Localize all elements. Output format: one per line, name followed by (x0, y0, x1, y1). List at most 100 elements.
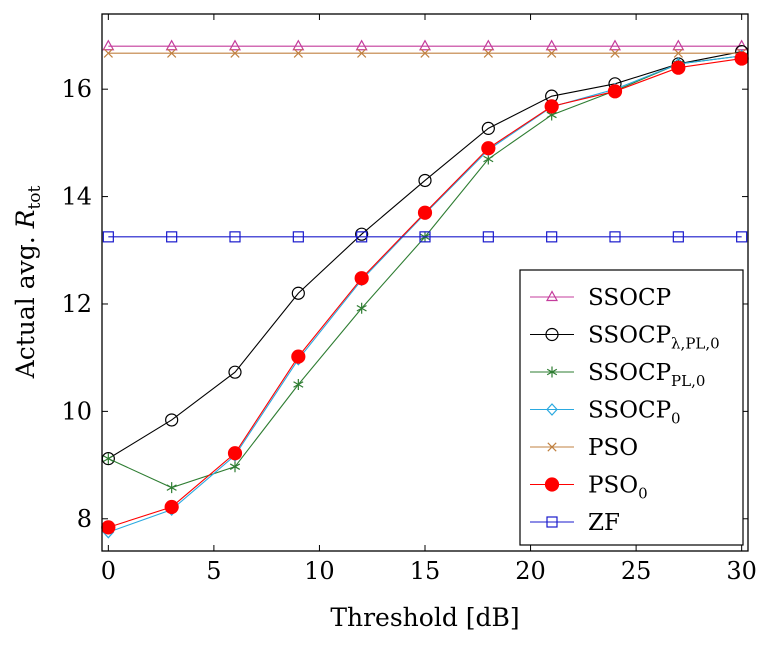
data-point (672, 231, 684, 243)
data-point (547, 48, 557, 58)
x-tick-label: 0 (101, 557, 116, 585)
legend-entry: SSOCPλ,PL,0 (530, 323, 720, 353)
data-point (419, 231, 431, 243)
y-axis-title-sub: tot (25, 185, 45, 209)
y-tick-label: 8 (77, 505, 92, 533)
data-point (481, 121, 495, 135)
legend-entry: PSO0 (530, 473, 648, 503)
data-point (103, 48, 113, 58)
legend-entry: SSOCP (530, 285, 671, 311)
legend-label-base: PSO (588, 473, 638, 499)
data-point (291, 349, 306, 364)
legend-label: ZF (588, 510, 620, 536)
x-tick-label: 10 (304, 557, 335, 585)
x-tick-label: 15 (410, 557, 441, 585)
data-point (420, 48, 430, 58)
legend-label: SSOCP0 (588, 398, 681, 428)
data-point (671, 60, 686, 75)
data-point (357, 48, 367, 58)
data-point (356, 231, 368, 243)
series-4 (103, 48, 747, 58)
legend-entry: ZF (530, 510, 620, 536)
legend-label-base: SSOCP (588, 285, 671, 311)
data-point (483, 48, 493, 58)
y-tick-label: 14 (61, 183, 92, 211)
data-point (165, 413, 179, 427)
legend-swatch-marker (547, 442, 557, 452)
data-point (229, 231, 241, 243)
data-point (546, 231, 558, 243)
data-point (164, 499, 179, 515)
data-point (736, 231, 748, 243)
legend-entry: SSOCPPL,0 (530, 360, 705, 390)
legend-label: PSO0 (588, 473, 648, 503)
data-point (102, 39, 115, 51)
data-point (417, 205, 433, 220)
legend-label-base: SSOCP (588, 398, 671, 424)
series-line-1 (108, 51, 742, 460)
data-point (607, 84, 623, 99)
y-axis-title-var: R (11, 210, 40, 230)
y-axis-title-main: Actual avg. (11, 228, 40, 379)
data-point (355, 39, 368, 51)
legend-entry: SSOCP0 (530, 398, 681, 428)
y-tick-label: 16 (61, 75, 92, 103)
x-tick-label: 5 (206, 557, 221, 585)
legend-label: SSOCP (588, 285, 671, 311)
legend-swatch-marker (546, 366, 558, 378)
data-point (355, 227, 369, 241)
data-point (165, 39, 178, 51)
data-point (481, 141, 496, 156)
data-point (673, 48, 683, 58)
y-tick-label: 12 (61, 290, 92, 318)
data-point (610, 48, 620, 58)
series-5 (101, 51, 749, 535)
legend-entry: PSO (530, 435, 638, 461)
axis-ticks: 0 5 10 15 20 25 30 8 10 12 14 16 (61, 14, 757, 585)
legend-label-sub: PL,0 (671, 372, 705, 390)
legend-label: PSO (588, 435, 638, 461)
data-point (292, 39, 305, 51)
data-point (292, 231, 304, 243)
chart-marks (101, 39, 749, 539)
y-axis-title: Actual avg. Rtot (11, 185, 45, 379)
legend-swatch-marker (546, 516, 558, 528)
data-point (545, 39, 558, 51)
legend-label-base: PSO (588, 435, 638, 461)
data-point (544, 99, 559, 114)
legend-label-base: ZF (588, 510, 620, 536)
series-6 (102, 231, 748, 243)
legend-label-sub: 0 (638, 485, 648, 503)
data-point (291, 286, 305, 300)
legend-swatch-marker (545, 290, 559, 302)
data-point (734, 51, 749, 66)
data-point (167, 48, 177, 58)
legend-label-base: SSOCP (588, 360, 671, 386)
data-point (356, 302, 367, 314)
data-point (293, 379, 304, 391)
data-point (609, 231, 621, 243)
data-point (166, 231, 178, 243)
data-point (228, 39, 242, 51)
data-point (608, 39, 622, 51)
data-point (166, 482, 177, 494)
legend-label: SSOCPPL,0 (588, 360, 705, 390)
data-point (672, 39, 685, 51)
data-point (418, 173, 432, 188)
data-point (103, 453, 114, 465)
x-tick-label: 20 (515, 557, 546, 585)
data-point (230, 48, 240, 58)
data-point (418, 39, 432, 51)
data-point (101, 520, 116, 535)
data-point (482, 231, 494, 243)
legend-swatch-marker (546, 403, 558, 416)
legend-swatch-marker (544, 477, 560, 492)
legend-label-base: SSOCP (588, 323, 671, 349)
legend-label-sub: 0 (671, 410, 681, 428)
data-point (354, 271, 369, 286)
y-tick-label: 10 (61, 397, 92, 425)
series-1 (101, 44, 749, 466)
x-tick-label: 25 (621, 557, 652, 585)
